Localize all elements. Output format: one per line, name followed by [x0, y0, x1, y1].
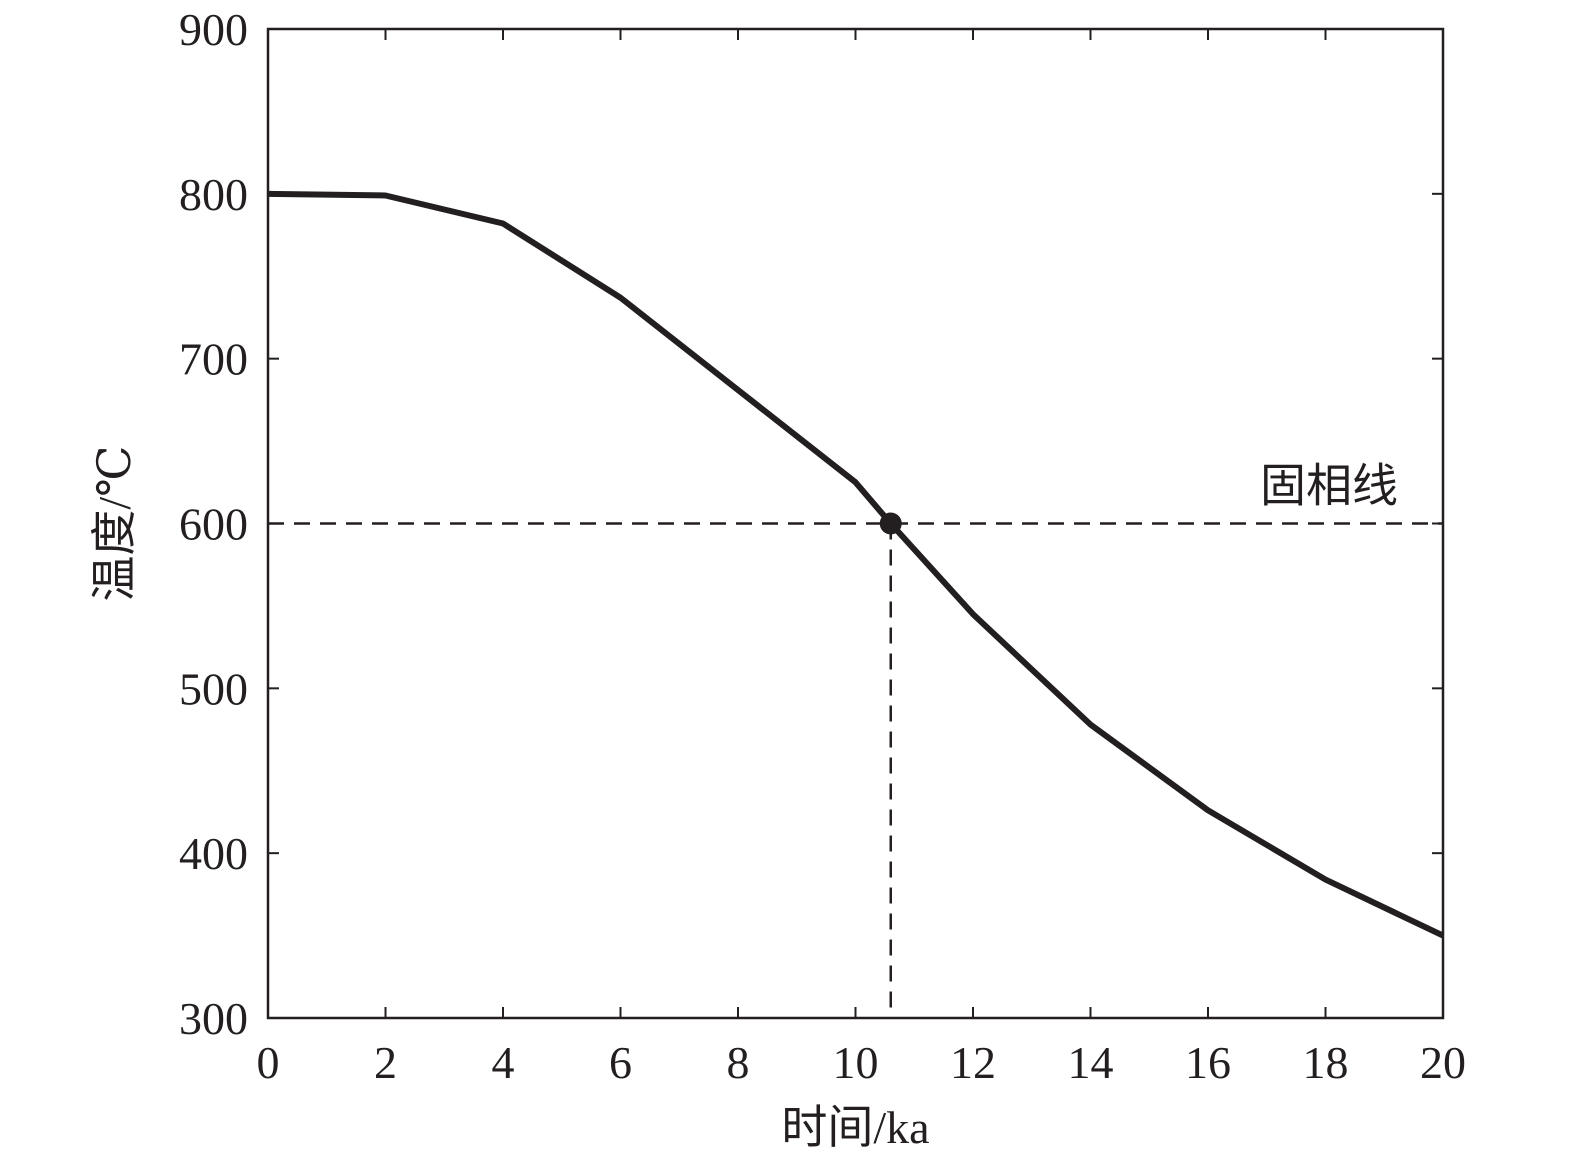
x-tick-label-1: 2 [374, 1037, 397, 1088]
series-layer [267, 190, 1445, 939]
reference-lines [268, 522, 1443, 1018]
y-tick-label-6: 900 [179, 4, 248, 55]
intersection-point [879, 512, 902, 535]
y-tick-label-3: 600 [179, 499, 248, 550]
y-tick-label-2: 500 [179, 663, 248, 714]
y-tick-label-0: 300 [179, 993, 248, 1044]
solidus-label: 固相线 [1260, 461, 1398, 512]
x-tick-label-4: 8 [727, 1037, 750, 1088]
y-tick-label-5: 800 [179, 169, 248, 220]
plot-frame [266, 27, 1445, 1020]
series-line-0 [267, 190, 1445, 939]
x-tick-label-6: 12 [950, 1037, 996, 1088]
x-tick-label-3: 6 [609, 1037, 632, 1088]
x-tick-label-5: 10 [833, 1037, 879, 1088]
x-tick-label-0: 0 [257, 1037, 280, 1088]
x-tick-label-2: 4 [492, 1037, 515, 1088]
x-tick-label-10: 20 [1420, 1037, 1466, 1088]
x-tick-label-7: 14 [1068, 1037, 1114, 1088]
y-tick-label-4: 700 [179, 334, 248, 385]
x-tick-label-8: 16 [1185, 1037, 1231, 1088]
tick-labels: 0 2 4 6 8 10 12 14 16 18 20 300 400 500 600 700 800 900 [179, 4, 1466, 1088]
x-axis-title: 时间/ka [781, 1102, 929, 1153]
x-tick-label-9: 18 [1303, 1037, 1349, 1088]
y-tick-label-1: 400 [179, 828, 248, 879]
y-axis-title: 温度/℃ [89, 445, 140, 601]
